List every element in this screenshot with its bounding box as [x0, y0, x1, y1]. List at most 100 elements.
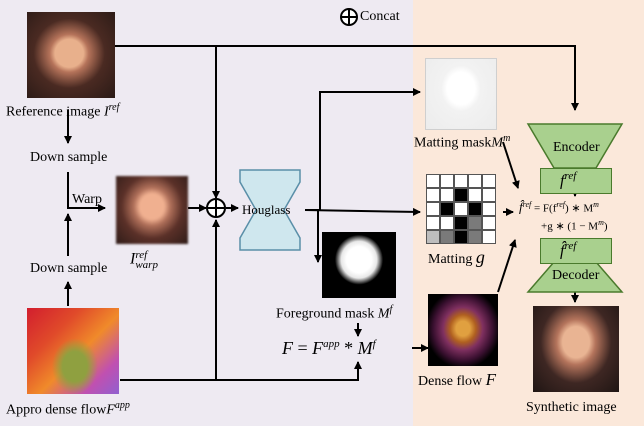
fg-mask-sup: f — [389, 304, 393, 315]
warped-image-symbol: I — [130, 250, 136, 268]
f-hat-sup: ref — [564, 240, 577, 252]
hourglass-label: Houglass — [242, 202, 291, 217]
dense-flow-symbol: F — [485, 370, 497, 389]
concat-node — [206, 198, 226, 218]
concat-legend-label: Concat — [360, 9, 400, 24]
matting-grid-cell — [440, 202, 454, 216]
encoder-label: Encoder — [553, 140, 600, 155]
dense-flow-image — [428, 294, 498, 366]
matting-mask-image — [425, 58, 497, 130]
matting-grid-cell — [440, 216, 454, 230]
equation-fhat-sup: ref — [522, 200, 532, 209]
formula-eq: = — [297, 338, 308, 358]
formula-M: M — [357, 338, 373, 358]
foreground-mask-label: Foreground mask Mf — [276, 304, 392, 323]
decoder-label: Decoder — [552, 268, 600, 283]
matting-grid-cell — [426, 202, 440, 216]
reference-image — [27, 12, 115, 98]
reference-image-label: Reference image Iref — [6, 102, 119, 121]
formula-app-sup: app — [323, 338, 340, 350]
matting-grid-cell — [482, 174, 496, 188]
matting-text: Matting — [428, 252, 476, 267]
foreground-mask-image — [322, 232, 396, 298]
down-sample-top-label: Down sample — [30, 150, 108, 165]
matting-grid-cell — [482, 230, 496, 244]
matting-grid-cell — [454, 188, 468, 202]
matting-grid-cell — [426, 174, 440, 188]
matting-grid-cell — [440, 174, 454, 188]
matting-grid-cell — [440, 230, 454, 244]
formula-F: F — [282, 338, 293, 358]
matting-grid-cell — [454, 230, 468, 244]
dense-flow-text: Dense flow — [418, 374, 486, 389]
hourglass-shape — [239, 169, 301, 251]
fg-mask-symbol: M — [377, 306, 390, 322]
equation-fhat: f̂ — [519, 199, 523, 215]
denseflow-to-eq-wire — [497, 239, 517, 293]
composition-equation: f̂ref = F(fref) ∗ Mm +g ∗ (1 − Mm) — [519, 198, 608, 233]
equation-part-a: = F(f — [531, 202, 557, 215]
equation-part-b: ) ∗ M — [564, 202, 594, 215]
ref-to-encoder-wire — [115, 45, 579, 111]
formula-M-sup: f — [372, 338, 376, 350]
f-hat-symbol: f̂ — [560, 242, 565, 260]
appro-dense-flow-label: Appro dense flowFapp — [6, 400, 130, 419]
hourglass-to-fgmask-wire — [305, 209, 322, 263]
reference-image-sup: ref — [108, 102, 120, 113]
matting-grid-cell — [454, 202, 468, 216]
hourglass-to-matting-mask-wire — [305, 88, 421, 211]
warped-image-sub: warp — [135, 259, 158, 271]
matting-symbol: g — [475, 247, 485, 267]
appro-flow-sup: app — [114, 400, 130, 411]
equation-line-2: +g ∗ (1 − Mm) — [541, 217, 608, 233]
reference-image-text: Reference image — [6, 104, 104, 120]
flow-to-formula-wire — [120, 361, 362, 381]
matting-grid-cell — [482, 216, 496, 230]
matting-grid-cell — [426, 230, 440, 244]
matting-grid-cell — [482, 202, 496, 216]
hourglass-to-matting-wire — [304, 207, 421, 216]
matting-mask-symbol: M — [491, 135, 504, 151]
warp-label: Warp — [72, 192, 102, 207]
matting-grid-cell — [468, 202, 482, 216]
concat-legend-icon — [340, 8, 358, 26]
matting-grid-cell — [454, 216, 468, 230]
appro-flow-symbol: F — [106, 402, 115, 418]
matting-grid-cell — [468, 174, 482, 188]
matting-mask-label: Matting maskMm — [414, 133, 510, 152]
formula-Fapp: F — [312, 338, 324, 358]
matting-grid-cell — [468, 230, 482, 244]
appro-dense-flow-image — [27, 308, 119, 394]
matting-grid-cell — [468, 188, 482, 202]
matting-grid-cell — [482, 188, 496, 202]
formula-star: * — [344, 338, 354, 358]
f-ref-symbol: f — [560, 172, 565, 190]
matting-mask-text: Matting mask — [414, 135, 492, 151]
reference-image-symbol: I — [103, 104, 109, 120]
matting-grid-cell — [454, 174, 468, 188]
warped-image-sup: ref — [135, 249, 148, 261]
mattingmask-to-eq-wire — [502, 141, 520, 189]
fg-mask-text: Foreground mask — [276, 306, 378, 322]
f-ref-box — [540, 168, 612, 194]
flow-formula: F = Fapp * Mf — [282, 338, 376, 359]
matting-mask-sup: m — [503, 133, 511, 144]
down-sample-bottom-label: Down sample — [30, 261, 108, 276]
equation-part-c: +g ∗ (1 − M — [541, 220, 599, 233]
matting-grid — [426, 174, 496, 244]
synthetic-image — [533, 306, 619, 392]
downsample-to-warp-wire — [67, 172, 106, 212]
appro-flow-text: Appro dense flow — [6, 402, 107, 418]
f-hat-ref-label: f̂ref — [560, 240, 576, 260]
matting-grid-cell — [468, 216, 482, 230]
f-ref-label: fref — [560, 170, 576, 190]
warped-reference-image — [116, 176, 188, 244]
equation-line-1: f̂ref = F(fref) ∗ Mm — [519, 199, 599, 215]
matting-grid-cell — [426, 188, 440, 202]
warped-image-scripts: ref warp — [135, 249, 158, 271]
matting-grid-cell — [426, 216, 440, 230]
dense-flow-label: Dense flow F — [418, 370, 496, 390]
